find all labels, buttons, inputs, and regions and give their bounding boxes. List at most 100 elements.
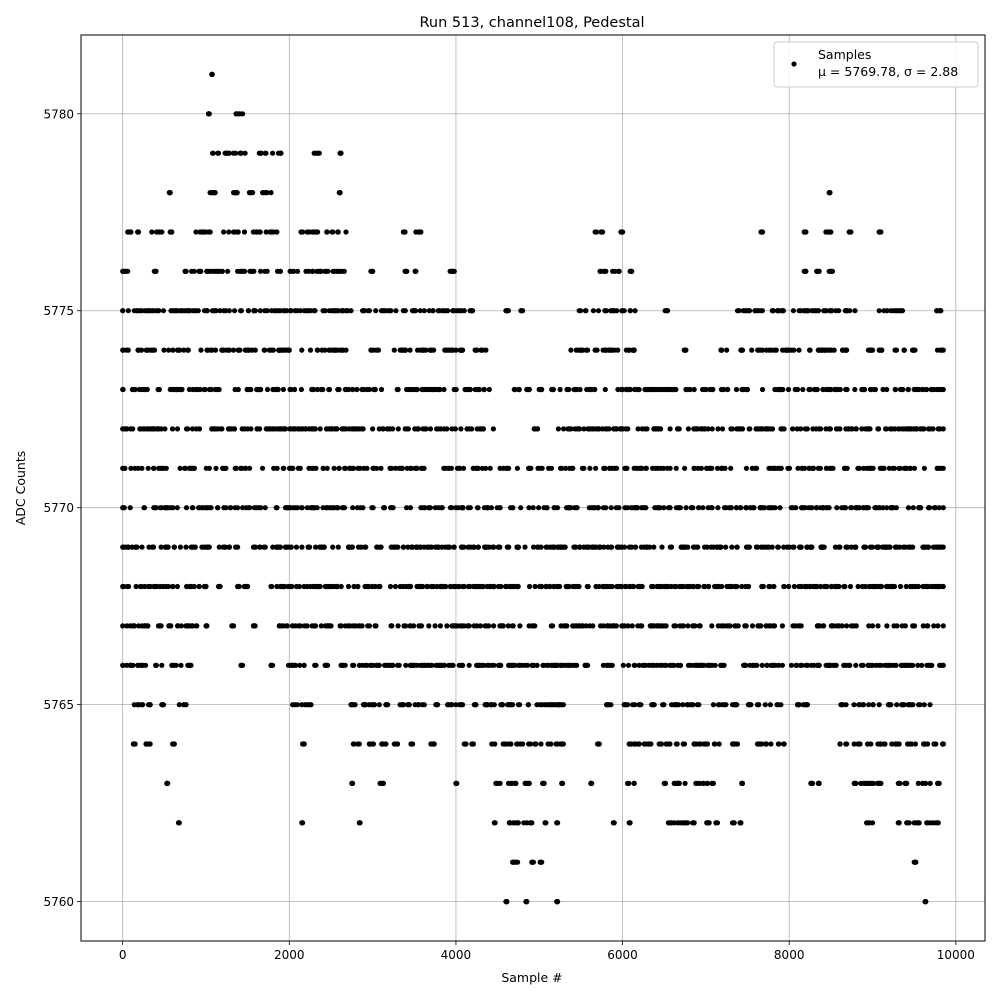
data-point bbox=[692, 623, 698, 629]
data-point bbox=[385, 702, 391, 708]
data-point bbox=[884, 623, 890, 629]
data-point bbox=[371, 465, 377, 471]
data-point bbox=[120, 426, 126, 432]
data-point bbox=[351, 662, 357, 668]
data-point bbox=[262, 505, 268, 511]
data-point bbox=[570, 583, 576, 590]
data-point bbox=[667, 426, 673, 432]
data-point bbox=[760, 544, 766, 550]
data-point bbox=[526, 505, 532, 511]
data-point bbox=[731, 820, 737, 826]
data-point bbox=[421, 465, 427, 471]
data-point bbox=[910, 505, 916, 511]
data-point bbox=[328, 623, 334, 629]
data-point bbox=[823, 229, 829, 235]
data-point bbox=[131, 702, 137, 708]
data-point bbox=[897, 780, 903, 787]
data-point bbox=[763, 426, 769, 432]
data-point bbox=[235, 505, 241, 511]
data-point bbox=[800, 702, 807, 708]
data-point bbox=[449, 426, 455, 432]
data-point bbox=[728, 465, 734, 471]
data-point bbox=[925, 544, 931, 550]
data-point bbox=[372, 702, 378, 708]
data-point bbox=[316, 150, 322, 156]
data-point bbox=[828, 583, 834, 590]
data-point bbox=[771, 465, 777, 471]
data-point bbox=[298, 229, 304, 235]
data-point bbox=[777, 465, 783, 471]
data-point bbox=[171, 544, 177, 550]
data-point bbox=[842, 465, 848, 471]
data-point bbox=[185, 347, 191, 353]
data-point bbox=[470, 308, 476, 314]
data-point bbox=[931, 623, 937, 629]
data-point bbox=[619, 623, 625, 629]
data-point bbox=[729, 544, 735, 550]
data-point bbox=[597, 268, 603, 274]
data-point bbox=[466, 583, 473, 590]
data-point bbox=[770, 662, 776, 668]
data-point bbox=[869, 623, 876, 629]
data-point bbox=[274, 229, 280, 235]
data-point bbox=[328, 505, 334, 511]
data-point bbox=[412, 702, 418, 708]
data-point bbox=[905, 505, 912, 511]
data-point bbox=[432, 505, 438, 511]
data-point bbox=[145, 465, 151, 471]
data-point bbox=[829, 268, 836, 274]
data-point bbox=[324, 465, 330, 471]
data-point bbox=[664, 465, 670, 471]
data-point bbox=[397, 583, 403, 590]
data-point bbox=[120, 544, 126, 550]
data-point bbox=[866, 623, 872, 629]
data-point bbox=[874, 544, 881, 550]
data-point bbox=[635, 426, 641, 432]
data-point bbox=[709, 623, 715, 629]
data-point bbox=[829, 623, 835, 629]
y-tick-label: 5765 bbox=[43, 698, 74, 712]
data-point bbox=[288, 583, 294, 590]
data-point bbox=[715, 505, 721, 511]
data-point bbox=[217, 583, 223, 590]
data-point bbox=[339, 308, 346, 314]
data-point bbox=[187, 583, 193, 590]
data-point bbox=[907, 465, 913, 471]
data-point bbox=[718, 465, 724, 471]
data-point bbox=[493, 780, 499, 787]
data-point bbox=[406, 583, 412, 590]
data-point bbox=[405, 544, 411, 550]
data-point bbox=[244, 386, 250, 393]
data-point bbox=[188, 465, 194, 471]
data-point bbox=[940, 465, 946, 471]
data-point bbox=[410, 308, 417, 314]
data-point bbox=[625, 426, 631, 432]
data-point bbox=[729, 702, 736, 708]
data-point bbox=[714, 820, 721, 826]
data-point bbox=[330, 229, 336, 235]
data-point bbox=[430, 308, 436, 314]
data-point bbox=[334, 583, 340, 590]
data-point bbox=[383, 662, 389, 668]
data-point bbox=[849, 426, 855, 432]
data-point bbox=[481, 386, 487, 393]
data-point bbox=[337, 623, 343, 629]
data-point bbox=[362, 544, 368, 550]
data-point bbox=[592, 229, 598, 235]
data-point bbox=[836, 623, 842, 629]
data-point bbox=[656, 583, 662, 590]
data-point bbox=[881, 308, 887, 314]
data-point bbox=[376, 702, 382, 708]
data-point bbox=[475, 505, 481, 511]
data-point bbox=[695, 544, 701, 550]
data-point bbox=[661, 505, 667, 511]
data-point bbox=[500, 702, 506, 708]
data-point bbox=[495, 662, 501, 668]
data-point bbox=[466, 623, 472, 629]
data-point bbox=[838, 702, 844, 708]
data-point bbox=[631, 741, 637, 747]
data-point bbox=[346, 386, 352, 393]
data-point bbox=[652, 426, 658, 432]
data-point bbox=[839, 505, 845, 511]
data-point bbox=[135, 662, 141, 668]
